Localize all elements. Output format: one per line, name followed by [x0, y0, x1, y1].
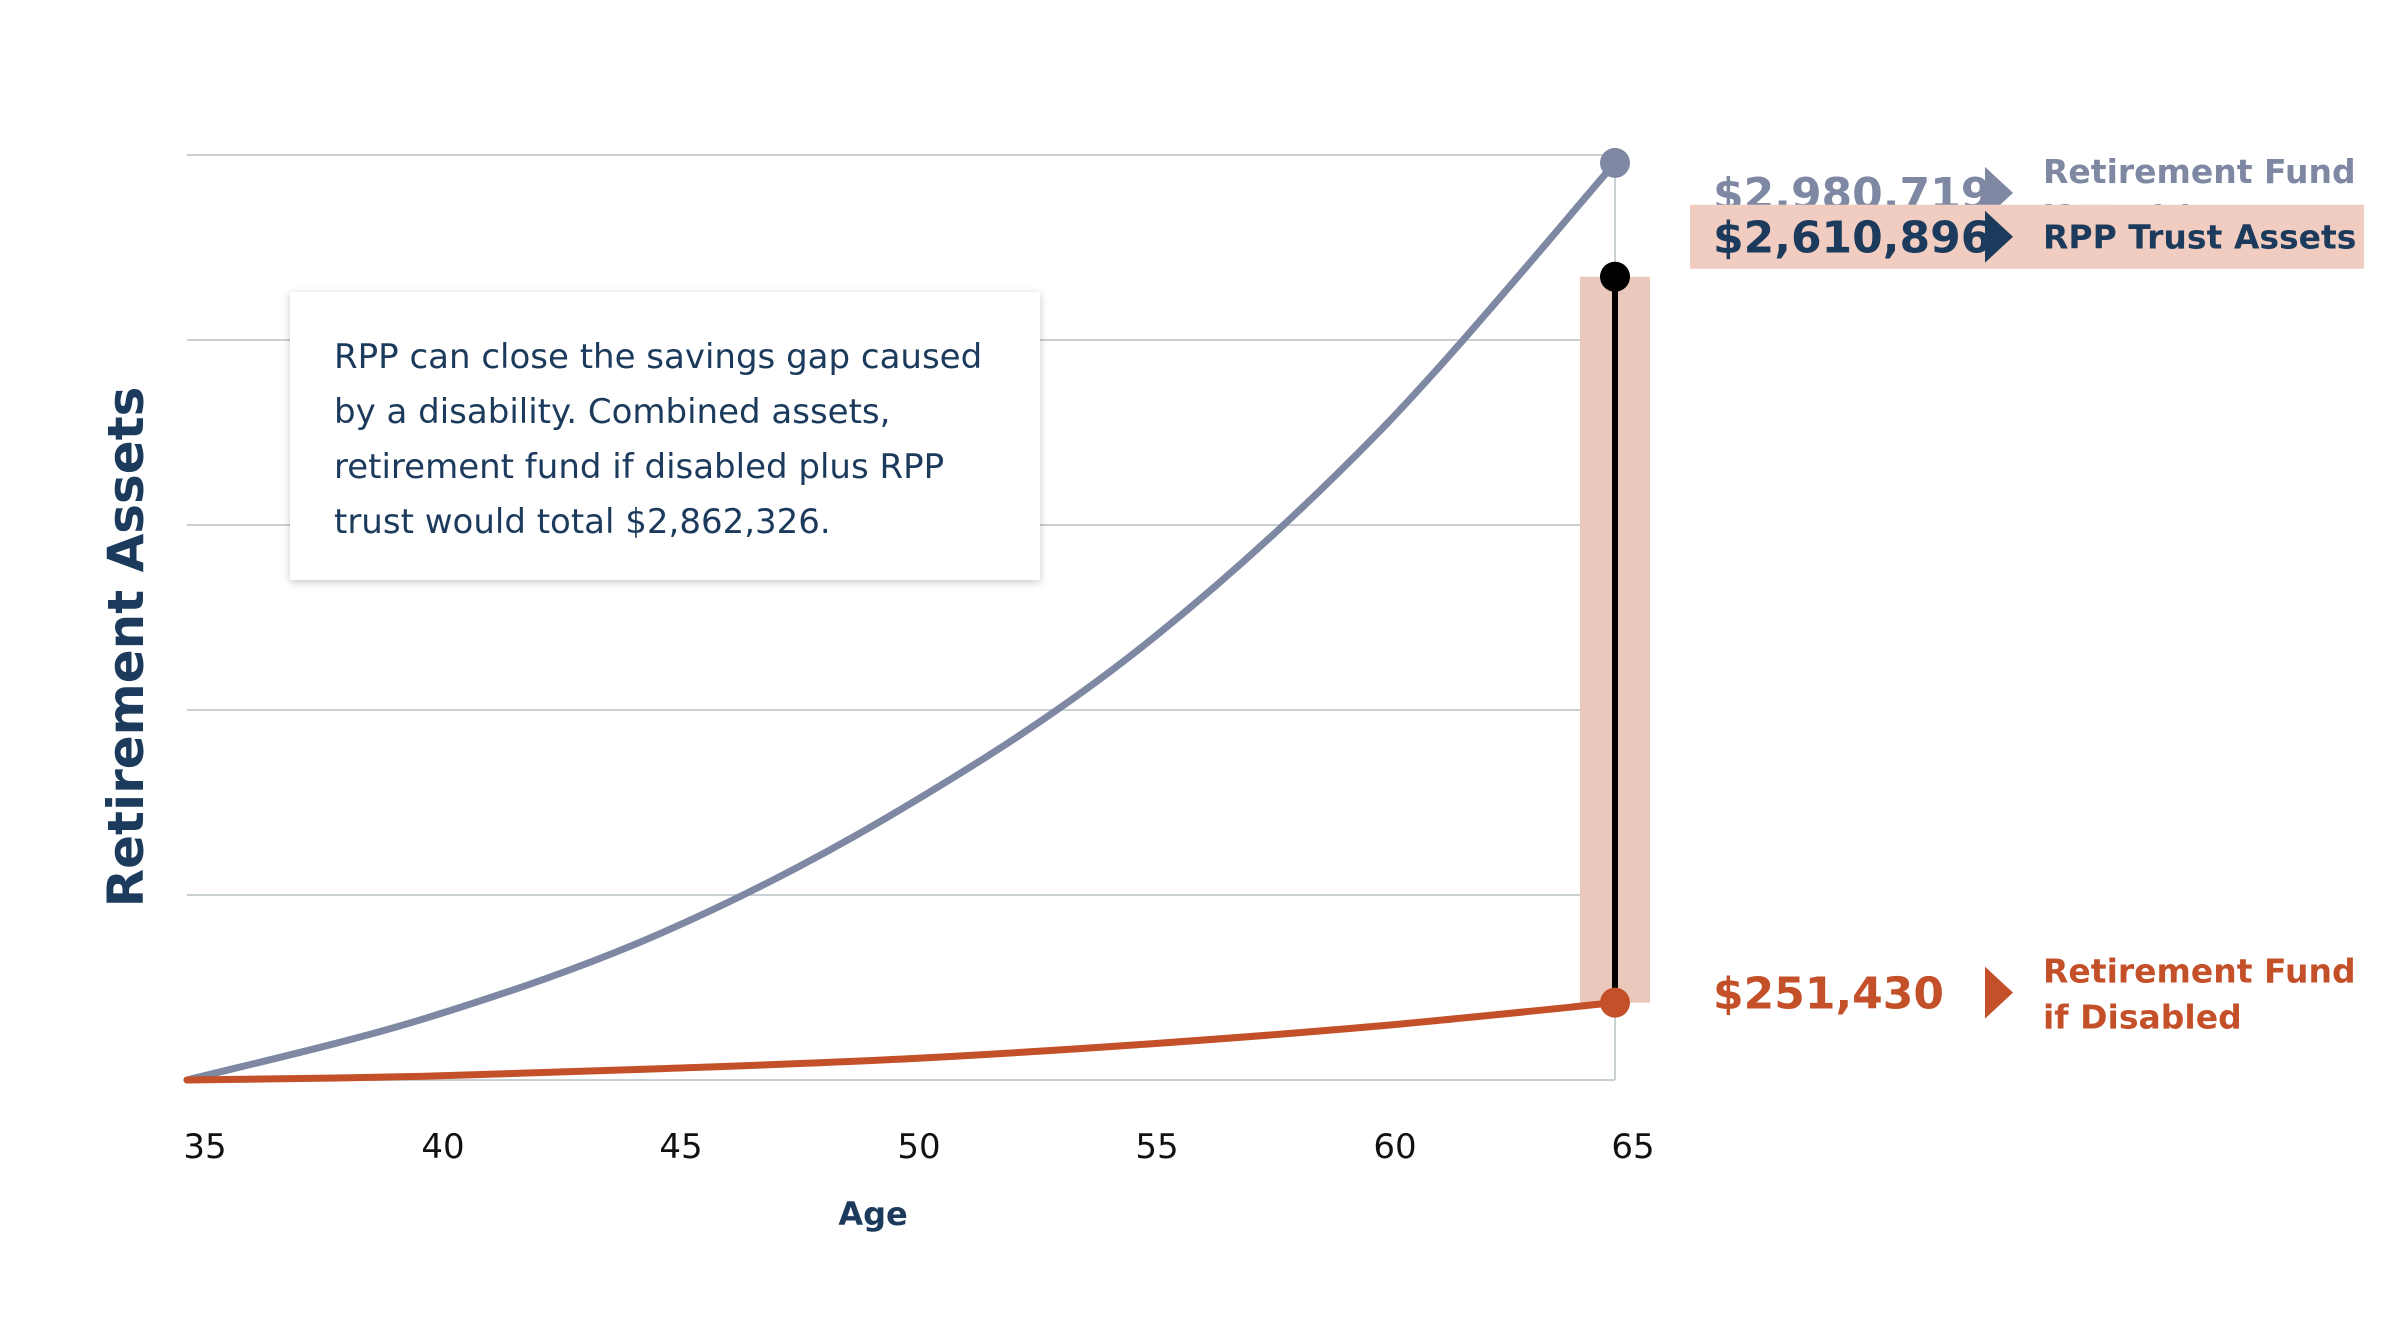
x-tick-labels: 35 40 45 50 55 60 65 [183, 1127, 1654, 1167]
rpp-trust-highlight [1690, 204, 2364, 269]
end-markers [1600, 147, 1630, 1018]
gap-highlight [1580, 276, 1650, 1003]
x-tick-label: 65 [1611, 1127, 1654, 1167]
healthy-end-marker [1600, 147, 1630, 178]
disabled-end-marker [1600, 987, 1630, 1018]
annotation-callout: RPP can close the savings gap caused by … [290, 292, 1040, 580]
x-tick-label: 60 [1373, 1127, 1416, 1167]
value-label-disabled: $251,430 [1713, 969, 1944, 1020]
x-tick-label: 35 [183, 1127, 226, 1167]
pointer-arrow-icon [1985, 966, 2013, 1019]
x-tick-label: 40 [421, 1127, 464, 1167]
series-line-healthy [183, 159, 1619, 1084]
rpp-trust-marker [1600, 261, 1630, 292]
series-name-rpp-trust: RPP Trust Assets [2043, 218, 2356, 257]
axis-titles: Age Retirement Assets [97, 387, 908, 1233]
x-axis-label: Age [838, 1195, 907, 1233]
series-name-healthy-line1: Retirement Fund [2043, 152, 2356, 191]
pointer-arrow-icon [1985, 210, 2013, 263]
annotation-text: RPP can close the savings gap caused by … [334, 337, 983, 542]
x-tick-label: 45 [659, 1127, 702, 1167]
series-line-disabled [183, 999, 1619, 1084]
series-name-disabled-line2: if Disabled [2043, 998, 2242, 1037]
y-axis-label: Retirement Assets [97, 387, 155, 908]
series-lines [183, 159, 1619, 1084]
x-tick-label: 55 [1135, 1127, 1178, 1167]
value-label-rpp-trust: $2,610,896 [1713, 213, 1991, 264]
series-name-disabled-line1: Retirement Fund [2043, 952, 2356, 991]
x-tick-label: 50 [897, 1127, 940, 1167]
